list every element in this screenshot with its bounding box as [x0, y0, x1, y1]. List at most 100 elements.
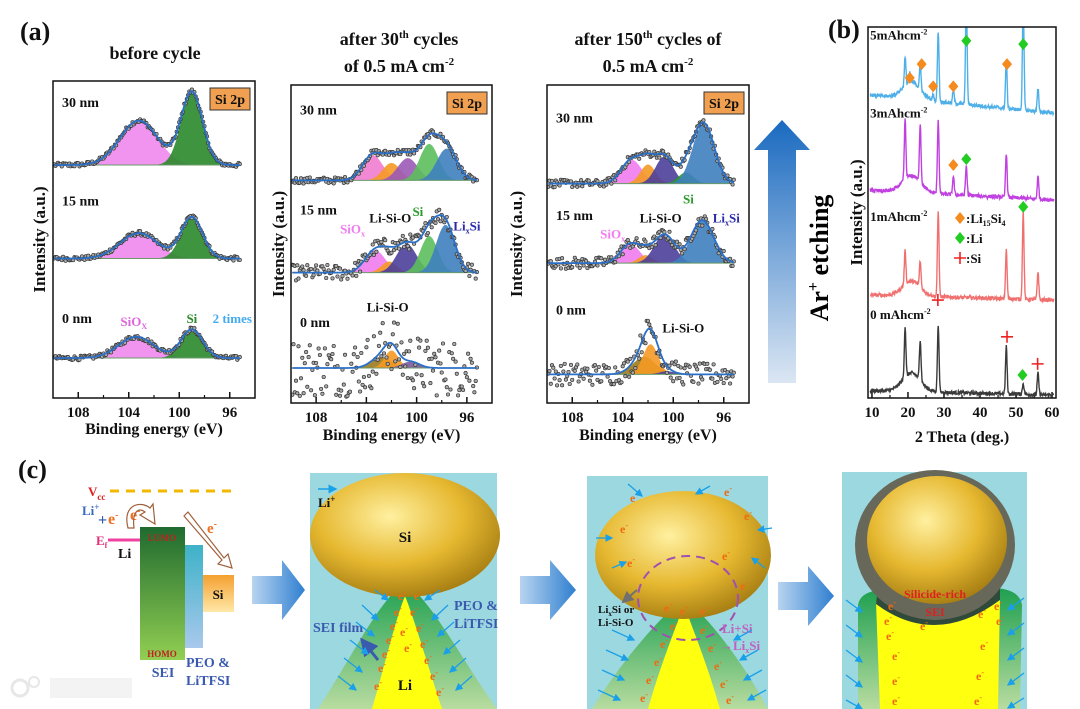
data-point	[402, 244, 407, 249]
peak-annotation: Si	[412, 204, 423, 219]
xrd-series-line	[869, 118, 1055, 203]
data-point	[711, 362, 716, 367]
data-point	[316, 346, 321, 351]
sei-film-label: SEI film	[313, 621, 364, 636]
data-point	[337, 266, 343, 271]
data-point	[730, 374, 735, 379]
data-point	[408, 152, 413, 157]
si-2p-badge	[446, 91, 488, 115]
li-ion-arrow-icon	[1006, 647, 1025, 661]
data-point	[466, 261, 471, 266]
electron-superscript: -	[395, 618, 398, 627]
lixsi-label: LixSi or	[598, 604, 634, 618]
xrd-chart: 10 20 30 40 50 60 2 Theta (deg.) Intensity (a.u…	[847, 26, 1060, 446]
data-point	[697, 361, 702, 366]
electron-superscript: -	[675, 618, 678, 627]
data-point	[557, 378, 562, 383]
x-tick-label: 108	[305, 410, 328, 426]
electron-superscript: -	[893, 598, 896, 607]
li-ion-arrow-icon	[750, 557, 766, 569]
data-point	[296, 344, 301, 349]
si-particle-label: Si	[399, 530, 412, 546]
legend-entry: :Si	[966, 251, 982, 266]
data-point	[402, 351, 407, 356]
data-point	[667, 229, 672, 234]
electron-text: e	[740, 579, 746, 593]
electron-text: e	[670, 619, 676, 633]
x-axis-label: Binding energy (eV)	[323, 427, 461, 444]
diamond-marker	[928, 80, 939, 93]
data-point	[457, 388, 462, 393]
electron-label: e-	[724, 484, 732, 499]
li-ion-arrow-icon	[694, 485, 711, 495]
data-point	[628, 356, 633, 361]
title-text: after 150	[575, 29, 643, 49]
data-point	[359, 350, 364, 356]
peo-band-box	[185, 545, 203, 648]
data-point	[324, 275, 329, 281]
fit-component-Li-Si-O	[548, 164, 734, 184]
data-point	[592, 362, 598, 368]
electron-text: e	[394, 605, 400, 619]
xrd-series-line	[870, 210, 1055, 304]
electron-label: e-	[416, 620, 424, 635]
data-point	[707, 367, 712, 372]
data-point	[715, 379, 720, 384]
li-ion-arrow-icon	[732, 629, 753, 641]
series-label-superscript: -2	[921, 105, 928, 114]
electron-label: e-	[130, 506, 140, 524]
fit-envelope-line	[54, 215, 240, 260]
electron-text: e	[884, 614, 890, 628]
data-point	[311, 273, 316, 278]
electron-superscript: -	[731, 692, 734, 701]
electron-transfer-arrow-icon	[183, 511, 233, 569]
data-point	[682, 366, 687, 371]
data-point	[437, 348, 442, 353]
data-point	[378, 330, 383, 335]
data-point	[722, 368, 728, 373]
electron-label: e-	[404, 640, 412, 655]
diamond-marker	[1018, 200, 1029, 213]
data-point	[428, 381, 433, 386]
electron-text: e	[976, 669, 982, 683]
legend-text: :Si	[966, 251, 982, 266]
electron-text: e	[708, 641, 714, 655]
data-point	[340, 274, 345, 279]
data-point	[384, 355, 389, 360]
electron-text: e	[978, 607, 984, 621]
annotation-subscript: x	[621, 234, 625, 243]
data-point	[371, 334, 376, 339]
data-point	[639, 350, 644, 355]
electron-superscript: -	[725, 676, 728, 685]
data-point	[429, 356, 434, 361]
data-point	[681, 382, 686, 387]
data-point	[467, 273, 472, 279]
electron-superscript: -	[421, 620, 424, 629]
data-point	[400, 372, 405, 377]
electron-superscript: -	[983, 606, 986, 615]
data-point	[680, 251, 685, 256]
data-point	[298, 376, 304, 381]
electron-text: e	[390, 619, 396, 633]
data-point	[572, 368, 577, 373]
peak-annotation: Li-Si-O	[369, 211, 411, 226]
li-si-o-label: Li-Si-O	[598, 617, 634, 629]
electron-label: e-	[382, 646, 390, 661]
li-ion-arrow-icon	[845, 624, 864, 638]
peak-annotation: Si	[683, 191, 694, 206]
x-tick-label: 96	[716, 410, 732, 426]
data-point	[567, 381, 572, 387]
data-point	[429, 225, 434, 230]
data-point	[363, 385, 368, 390]
li-ion-arrow-icon	[605, 649, 630, 661]
electron-label: e-	[980, 638, 988, 653]
fit-component-Li-Si-O	[292, 261, 477, 273]
data-point	[721, 381, 726, 386]
data-point	[438, 219, 443, 224]
electron-label: e-	[722, 548, 730, 563]
data-point	[423, 348, 428, 353]
data-point	[349, 361, 354, 366]
data-point	[430, 368, 436, 373]
electron-label: e-	[420, 636, 428, 651]
panel-label-b: (b)	[828, 15, 860, 44]
